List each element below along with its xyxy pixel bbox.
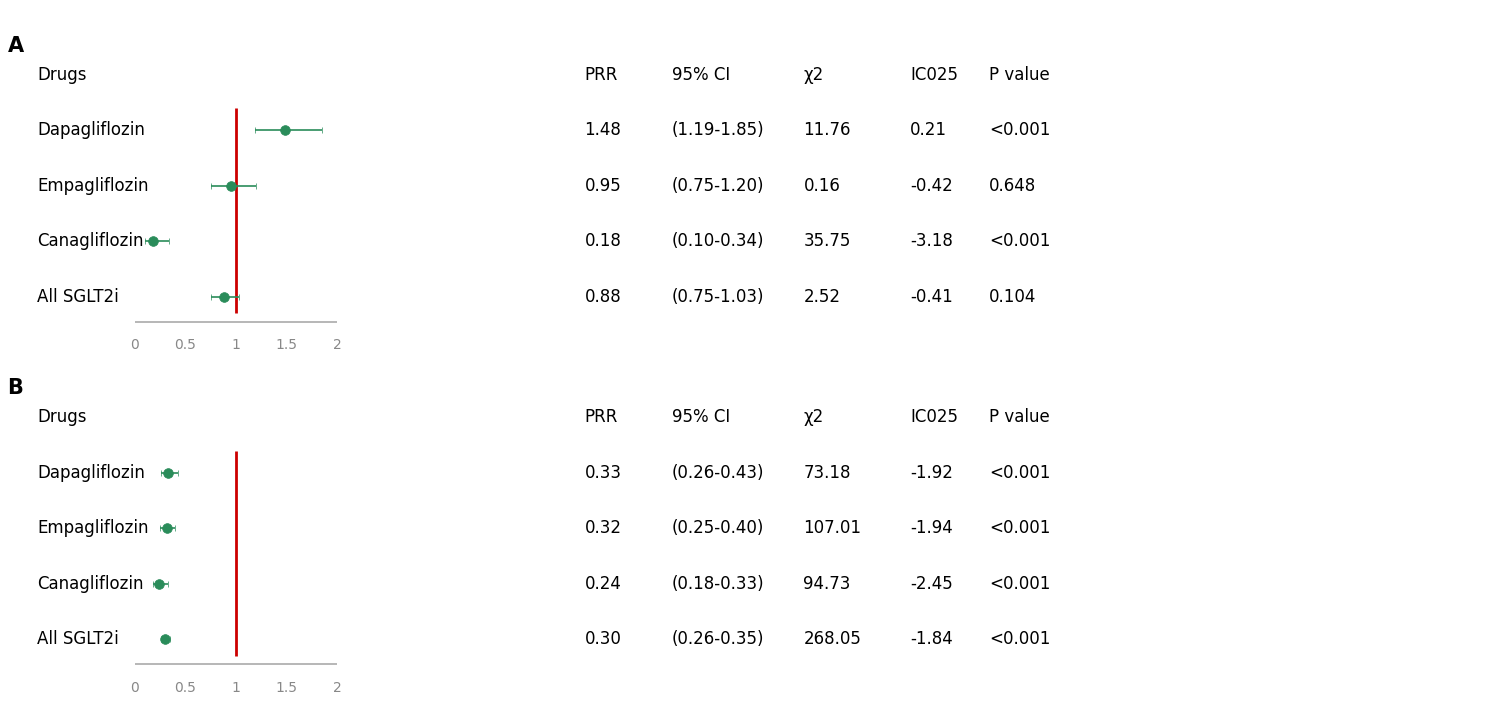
Text: 95% CI: 95% CI	[672, 66, 730, 84]
Text: 0.104: 0.104	[989, 288, 1037, 306]
Text: Dapagliflozin: Dapagliflozin	[37, 121, 145, 139]
Text: (0.75-1.20): (0.75-1.20)	[672, 176, 764, 195]
Text: All SGLT2i: All SGLT2i	[37, 288, 120, 306]
Text: 94.73: 94.73	[803, 575, 851, 593]
Text: (0.25-0.40): (0.25-0.40)	[672, 519, 764, 538]
Text: <0.001: <0.001	[989, 519, 1051, 538]
Text: 0.88: 0.88	[585, 288, 622, 306]
Text: (0.26-0.35): (0.26-0.35)	[672, 630, 764, 648]
Text: <0.001: <0.001	[989, 121, 1051, 139]
Text: -3.18: -3.18	[910, 232, 953, 250]
Text: 0.32: 0.32	[585, 519, 622, 538]
Text: 0.18: 0.18	[585, 232, 622, 250]
Text: A: A	[7, 36, 24, 56]
Text: Empagliflozin: Empagliflozin	[37, 176, 148, 195]
Text: B: B	[7, 378, 24, 398]
Text: 11.76: 11.76	[803, 121, 851, 139]
Text: 1.48: 1.48	[585, 121, 622, 139]
Text: All SGLT2i: All SGLT2i	[37, 630, 120, 648]
Text: 73.18: 73.18	[803, 464, 851, 482]
Text: 268.05: 268.05	[803, 630, 862, 648]
Text: Dapagliflozin: Dapagliflozin	[37, 464, 145, 482]
Text: <0.001: <0.001	[989, 464, 1051, 482]
Text: (0.26-0.43): (0.26-0.43)	[672, 464, 764, 482]
Text: (0.18-0.33): (0.18-0.33)	[672, 575, 764, 593]
Text: χ2: χ2	[803, 66, 824, 84]
Text: 95% CI: 95% CI	[672, 408, 730, 426]
Text: <0.001: <0.001	[989, 232, 1051, 250]
Text: 0.21: 0.21	[910, 121, 947, 139]
Text: IC025: IC025	[910, 66, 958, 84]
Text: -1.92: -1.92	[910, 464, 953, 482]
Text: 0.16: 0.16	[803, 176, 841, 195]
Text: -1.84: -1.84	[910, 630, 953, 648]
Text: 0.95: 0.95	[585, 176, 622, 195]
Text: 0.648: 0.648	[989, 176, 1037, 195]
Text: χ2: χ2	[803, 408, 824, 426]
Text: Drugs: Drugs	[37, 408, 87, 426]
Text: IC025: IC025	[910, 408, 958, 426]
Text: 2.52: 2.52	[803, 288, 841, 306]
Text: 107.01: 107.01	[803, 519, 862, 538]
Text: 0.30: 0.30	[585, 630, 622, 648]
Text: P value: P value	[989, 66, 1051, 84]
Text: -1.94: -1.94	[910, 519, 953, 538]
Text: P value: P value	[989, 408, 1051, 426]
Text: PRR: PRR	[585, 408, 618, 426]
Text: (1.19-1.85): (1.19-1.85)	[672, 121, 764, 139]
Text: 35.75: 35.75	[803, 232, 851, 250]
Text: <0.001: <0.001	[989, 575, 1051, 593]
Text: (0.75-1.03): (0.75-1.03)	[672, 288, 764, 306]
Text: 0.33: 0.33	[585, 464, 622, 482]
Text: -0.41: -0.41	[910, 288, 953, 306]
Text: Drugs: Drugs	[37, 66, 87, 84]
Text: Empagliflozin: Empagliflozin	[37, 519, 148, 538]
Text: Canagliflozin: Canagliflozin	[37, 575, 144, 593]
Text: Canagliflozin: Canagliflozin	[37, 232, 144, 250]
Text: <0.001: <0.001	[989, 630, 1051, 648]
Text: -2.45: -2.45	[910, 575, 953, 593]
Text: PRR: PRR	[585, 66, 618, 84]
Text: -0.42: -0.42	[910, 176, 953, 195]
Text: 0.24: 0.24	[585, 575, 622, 593]
Text: (0.10-0.34): (0.10-0.34)	[672, 232, 764, 250]
